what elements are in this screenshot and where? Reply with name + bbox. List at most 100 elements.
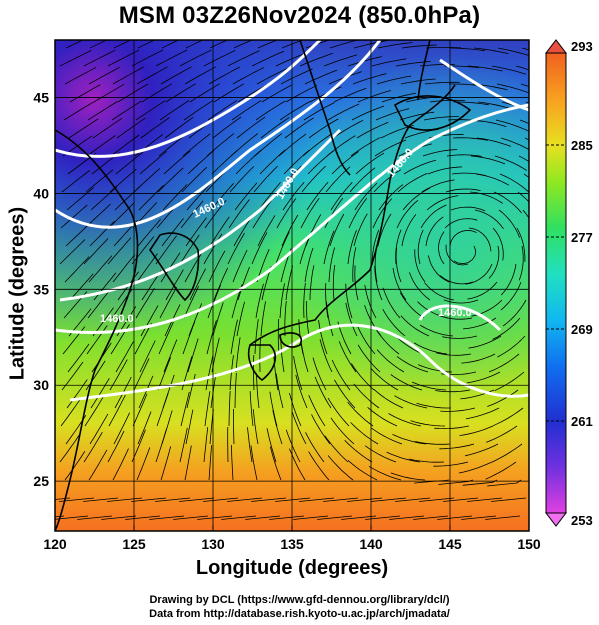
streamline: [230, 133, 259, 157]
streamline: [69, 273, 94, 301]
streamline: [348, 197, 368, 229]
streamline: [370, 368, 399, 391]
streamline: [221, 515, 257, 520]
streamline: [347, 460, 378, 481]
streamline: [254, 319, 259, 355]
streamline: [277, 318, 280, 355]
streamline: [183, 286, 199, 319]
streamline: [371, 497, 407, 502]
streamline: [257, 40, 279, 49]
streamline: [371, 229, 380, 265]
streamline: [165, 269, 184, 301]
streamline: [325, 283, 329, 319]
streamline: [68, 118, 99, 139]
streamline: [395, 497, 431, 502]
streamline: [462, 479, 498, 486]
streamline: [247, 427, 253, 463]
streamline: [521, 47, 529, 51]
streamline: [491, 497, 527, 502]
streamline: [66, 187, 95, 211]
streamline: [469, 191, 503, 204]
streamline: [433, 461, 469, 467]
streamline: [492, 227, 504, 261]
streamline: [304, 247, 314, 283]
streamline: [187, 338, 199, 373]
height-contour: [55, 40, 382, 229]
streamline: [323, 230, 335, 265]
streamline: [303, 283, 306, 319]
streamline: [354, 182, 378, 211]
streamline: [259, 149, 286, 175]
streamline: [349, 167, 376, 193]
streamline: [411, 381, 447, 391]
streamline: [390, 472, 426, 481]
streamline: [210, 183, 234, 211]
streamline: [438, 479, 474, 485]
streamline: [275, 231, 290, 265]
streamline: [179, 427, 188, 463]
streamline: [285, 265, 294, 301]
streamline: [496, 83, 529, 94]
streamline: [323, 54, 358, 67]
streamline: [439, 443, 475, 450]
coastline: [417, 40, 431, 101]
streamline: [85, 169, 114, 193]
colorbar-fill: [545, 52, 567, 514]
streamline: [90, 377, 110, 409]
streamline: [399, 111, 435, 121]
streamline: [227, 232, 245, 265]
streamline: [319, 339, 333, 373]
streamline: [443, 497, 479, 502]
streamline: [236, 116, 266, 139]
streamline: [88, 449, 108, 481]
streamline: [186, 183, 211, 211]
streamline: [440, 407, 476, 412]
streamline: [256, 373, 260, 409]
streamline: [390, 374, 423, 391]
streamline: [500, 137, 529, 151]
streamline: [266, 428, 277, 463]
streamline: [131, 49, 164, 67]
streamline: [136, 253, 158, 283]
streamline: [347, 56, 382, 67]
streamline: [435, 389, 471, 393]
streamline: [136, 447, 151, 481]
streamline: [355, 152, 385, 175]
streamline: [324, 435, 349, 463]
streamline: [338, 341, 357, 373]
streamline: [442, 335, 478, 339]
streamline: [204, 391, 211, 427]
streamline: [149, 515, 185, 520]
streamline: [488, 245, 500, 279]
streamline: [502, 299, 527, 327]
y-tick-label: 40: [33, 185, 49, 201]
height-contour: [59, 128, 342, 302]
streamline: [159, 287, 177, 319]
streamline: [164, 116, 194, 139]
streamline: [330, 182, 353, 211]
streamline: [180, 391, 190, 427]
streamline: [327, 397, 350, 427]
streamline: [376, 75, 412, 85]
streamline: [257, 215, 276, 247]
streamline: [424, 81, 460, 85]
streamline: [234, 372, 237, 409]
streamline: [112, 448, 129, 481]
streamline: [332, 265, 336, 301]
streamline: [276, 198, 297, 229]
streamline: [449, 229, 477, 247]
streamline: [213, 267, 229, 301]
streamline: [308, 451, 330, 481]
streamline: [90, 186, 118, 211]
streamline: [64, 450, 86, 481]
streamline: [415, 441, 451, 445]
coastline: [249, 84, 456, 346]
streamline: [84, 396, 104, 427]
streamline: [495, 119, 529, 132]
streamline: [500, 281, 522, 311]
streamline: [306, 181, 329, 211]
streamline: [373, 388, 404, 409]
streamline: [393, 334, 424, 355]
streamline: [396, 356, 429, 373]
chart-title: MSM 03Z26Nov2024 (850.0hPa): [118, 2, 481, 29]
